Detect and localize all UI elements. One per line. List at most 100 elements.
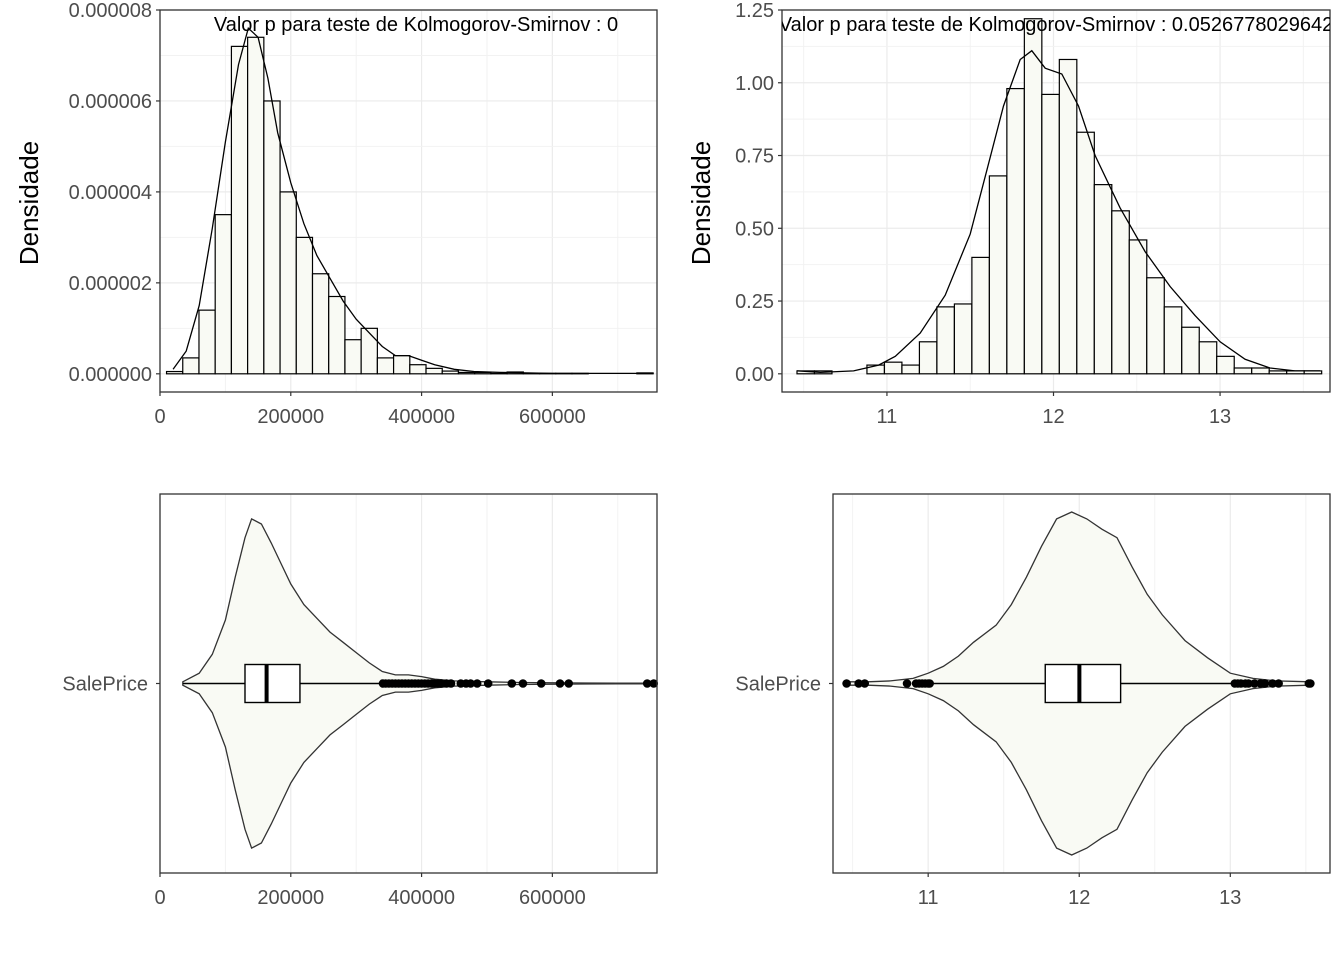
violin-panel-log-saleprice: 11 12 13 SalePrice — [735, 493, 1331, 909]
outlier-point — [842, 679, 851, 688]
histogram-bar — [360, 327, 378, 375]
histogram-bar — [457, 371, 476, 375]
outlier-point — [1306, 679, 1315, 688]
histogram-bar — [441, 370, 460, 375]
outlier-point — [564, 679, 574, 688]
y-tick-label: 0.000000 — [69, 364, 152, 386]
histogram-bar — [165, 370, 184, 375]
outlier-point — [854, 679, 863, 688]
histogram-bars — [796, 18, 1323, 375]
x-tick-label: 400000 — [388, 406, 455, 428]
outlier-point — [446, 679, 456, 688]
ks-annotation: Valor p para teste de Kolmogorov-Smirnov… — [214, 14, 618, 36]
boxplot — [182, 663, 383, 704]
panel-frame — [781, 9, 1331, 393]
panel-frame — [159, 9, 658, 393]
outlier-point — [1268, 679, 1277, 688]
boxplot — [932, 663, 1234, 704]
histogram-bar — [1111, 210, 1130, 375]
histogram-bars — [165, 36, 654, 375]
x-tick-label: 0 — [154, 887, 165, 909]
category-label: SalePrice — [735, 674, 821, 696]
outlier-point — [925, 679, 934, 688]
y-tick-label: 0.000002 — [69, 273, 152, 295]
y-tick-label: 0.000008 — [69, 0, 152, 22]
histogram-bar — [344, 339, 362, 375]
outlier-point — [649, 679, 659, 688]
histogram-bar — [1163, 306, 1183, 375]
density-line — [796, 49, 1320, 374]
histogram-bar — [198, 309, 216, 375]
histogram-bar — [1198, 341, 1218, 375]
histogram-bar — [1216, 355, 1235, 375]
histogram-bar — [918, 341, 938, 375]
y-axis-title: Densidade — [14, 141, 44, 265]
histogram-bar — [1181, 326, 1200, 375]
histogram-bar — [883, 361, 903, 375]
x-tick-label: 0 — [154, 406, 165, 428]
x-tick-label: 600000 — [519, 887, 586, 909]
histogram-bar — [214, 214, 233, 375]
outlier-point — [518, 679, 528, 688]
box-iqr — [1044, 663, 1122, 704]
histogram-bar — [901, 364, 921, 375]
histogram-bar — [1058, 58, 1078, 375]
panel-border — [159, 9, 658, 393]
histogram-bar — [1006, 87, 1025, 375]
histogram-bar — [425, 367, 443, 375]
violin-panel-saleprice: 0 200000 400000 600000 SalePrice — [62, 493, 659, 909]
outlier-points — [842, 679, 1315, 688]
histogram-bar — [392, 355, 411, 375]
outlier-point — [1244, 679, 1253, 688]
histogram-bar — [182, 357, 200, 375]
category-label: SalePrice — [62, 674, 148, 696]
density-curve — [172, 26, 654, 375]
y-tick-label: 0.000006 — [69, 91, 152, 113]
x-tick-label: 13 — [1219, 887, 1241, 909]
y-tick-label: 0.00 — [735, 364, 774, 386]
histogram-panel-log-saleprice: 11 12 13 0.00 0.25 0.50 0.75 1.00 1.25 Densidad… — [686, 0, 1333, 428]
outlier-point — [507, 679, 517, 688]
histogram-bar — [328, 295, 346, 375]
x-tick-label: 200000 — [257, 406, 324, 428]
y-tick-label: 0.25 — [735, 291, 774, 313]
histogram-bar — [279, 191, 297, 375]
y-tick-label: 0.000004 — [69, 182, 152, 204]
ks-annotation: Valor p para teste de Kolmogorov-Smirnov… — [779, 14, 1333, 36]
histogram-bar — [971, 256, 990, 375]
histogram-bar — [263, 100, 281, 375]
x-axis: 11 12 13 — [877, 392, 1231, 428]
outlier-point — [466, 679, 475, 688]
histogram-bar — [953, 303, 973, 375]
x-axis: 11 12 13 — [918, 873, 1241, 909]
outlier-point — [483, 679, 493, 688]
histogram-bar — [1093, 184, 1113, 375]
x-tick-label: 12 — [1042, 406, 1064, 428]
x-axis: 0 200000 400000 600000 — [154, 873, 586, 909]
outlier-point — [642, 679, 652, 688]
outlier-point — [1274, 679, 1283, 688]
histogram-bar — [1128, 239, 1148, 375]
x-axis: 0 200000 400000 600000 — [154, 392, 586, 428]
y-axis: SalePrice — [62, 674, 160, 696]
x-tick-label: 11 — [877, 406, 898, 428]
ks-annotation-clip: Valor p para teste de Kolmogorov-Smirnov… — [779, 14, 1333, 36]
histogram-bar — [1268, 370, 1288, 375]
outlier-point — [1260, 679, 1270, 688]
histogram-bar — [376, 357, 395, 375]
y-axis: 0.000000 0.000002 0.000004 0.000006 0.000008 — [69, 0, 160, 386]
x-tick-label: 13 — [1209, 406, 1231, 428]
outlier-point — [1250, 679, 1259, 688]
histogram-bar — [295, 236, 314, 375]
histogram-bar — [409, 364, 427, 375]
histogram-bar — [1023, 18, 1043, 375]
grid-lines — [782, 9, 1330, 392]
y-axis: SalePrice — [735, 674, 833, 696]
histogram-bar — [1041, 93, 1060, 375]
histogram-bar — [936, 306, 955, 375]
x-tick-label: 400000 — [388, 887, 455, 909]
y-tick-label: 1.00 — [735, 73, 774, 95]
histogram-bar — [1076, 131, 1095, 375]
histogram-bar — [311, 273, 330, 375]
